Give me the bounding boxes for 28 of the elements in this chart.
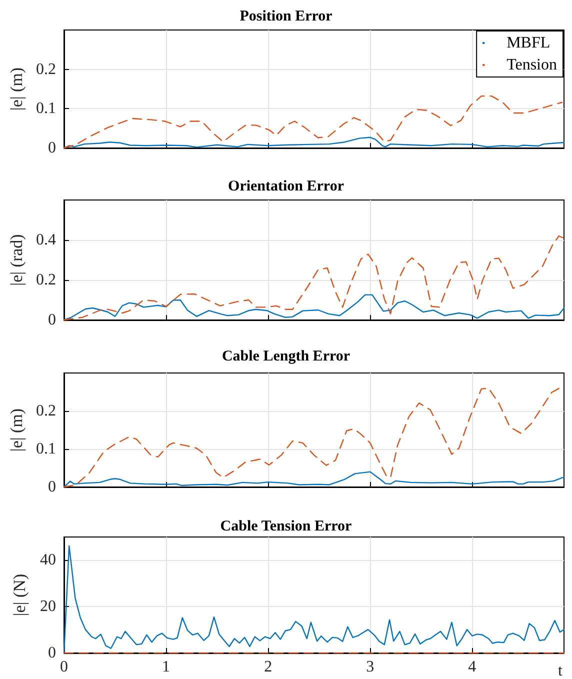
y-tick-label: 0.2 [36, 272, 56, 288]
y-tick-label: 0 [48, 312, 56, 328]
y-tick-label: 0.2 [36, 60, 56, 78]
y-axis-title: |e| (m) [7, 67, 26, 111]
legend-label: MBFL [506, 34, 550, 52]
chart-title: Cable Tension Error [220, 518, 352, 534]
y-tick-label: 40 [40, 552, 56, 569]
y-tick-label: 0.1 [36, 440, 56, 458]
y-tick-label: 0.2 [36, 402, 56, 420]
x-axis-title: t [558, 662, 563, 679]
y-axis-title: |e| (N) [10, 574, 29, 616]
x-tick-label: 0 [60, 658, 68, 676]
legend-label: Tension [506, 56, 558, 74]
y-tick-label: 0.1 [36, 100, 56, 118]
chart-title: Position Error [240, 8, 333, 24]
y-tick-label: 0 [48, 140, 56, 156]
x-tick-label: 1 [162, 658, 170, 676]
x-tick-label: 2 [264, 658, 272, 676]
chart-title: Cable Length Error [222, 348, 350, 364]
x-tick-label: 4 [468, 658, 476, 676]
y-tick-label: 20 [40, 598, 56, 616]
chart-title: Orientation Error [228, 178, 344, 194]
y-tick-label: 0 [48, 644, 56, 662]
x-tick-label: 3 [366, 658, 374, 676]
y-axis-title: |e| (rad) [7, 234, 26, 286]
y-tick-label: 0 [48, 478, 56, 496]
y-tick-label: 0.4 [36, 232, 56, 248]
y-axis-title: |e| (m) [7, 408, 26, 452]
